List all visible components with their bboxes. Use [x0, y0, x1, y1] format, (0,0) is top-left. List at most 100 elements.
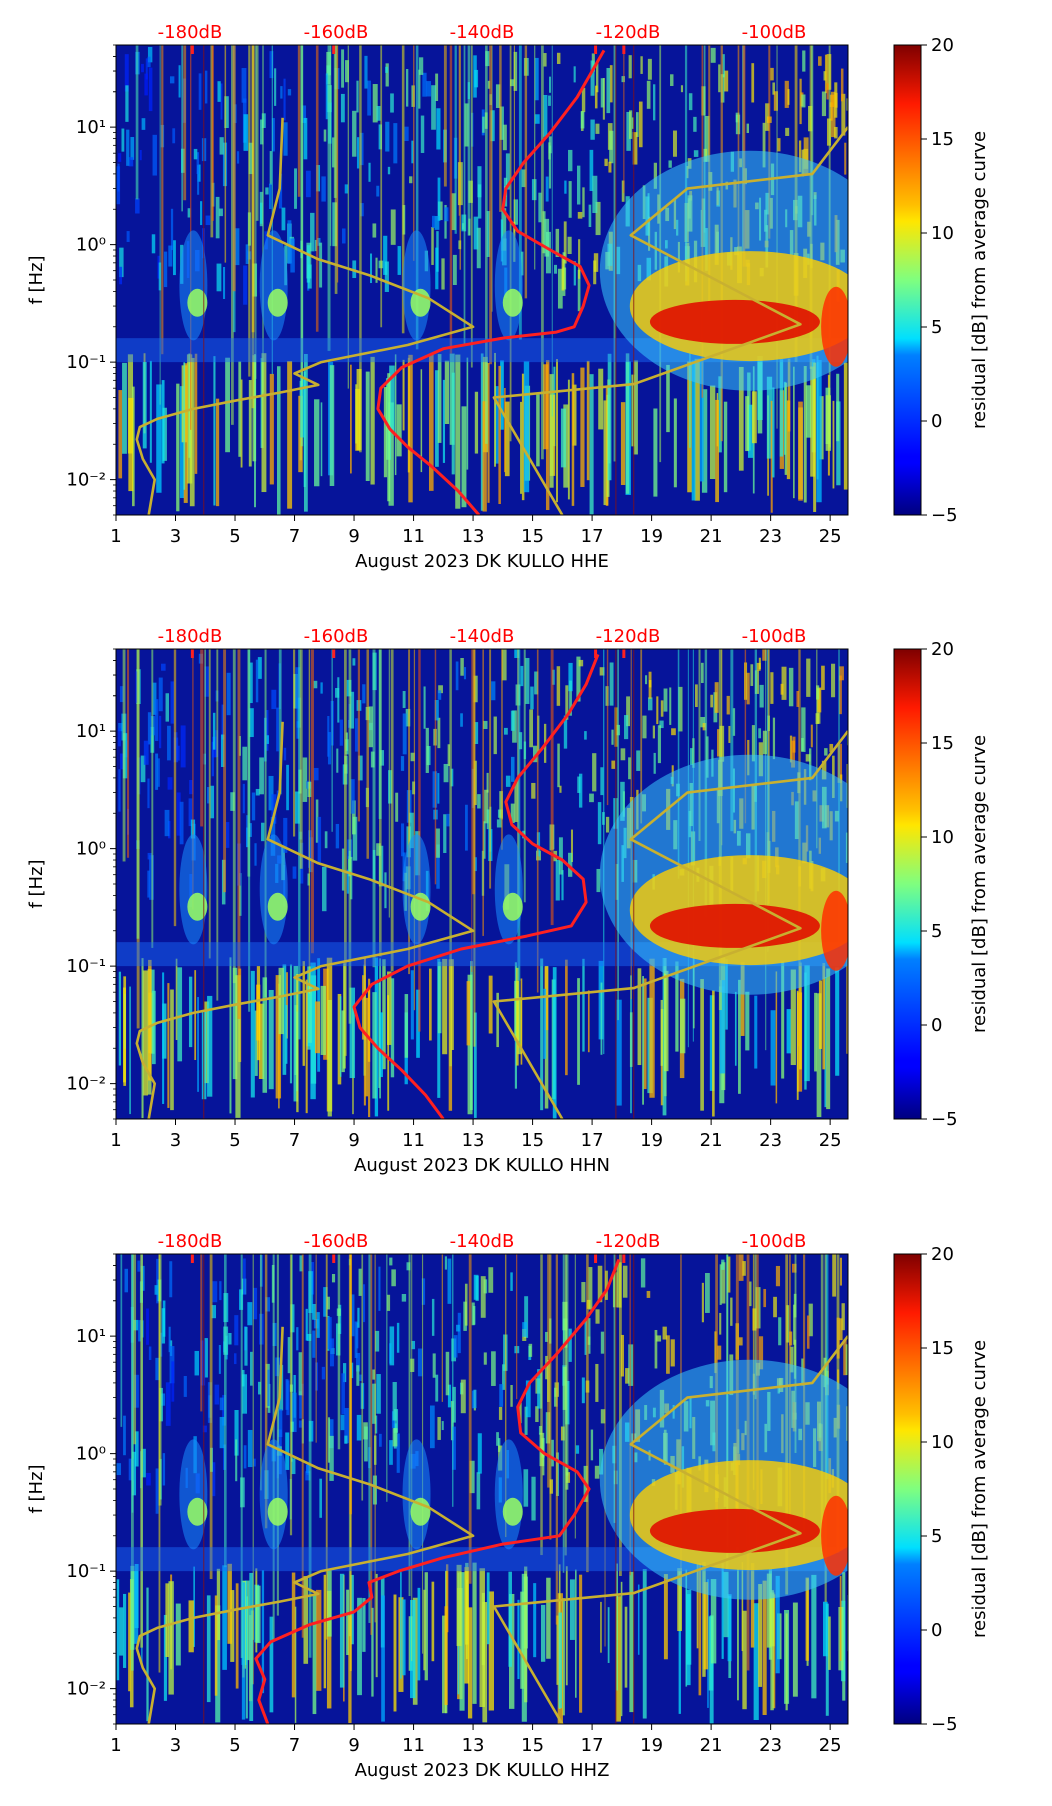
- noise-speck: [405, 69, 409, 107]
- spectrogram-image: [116, 649, 848, 1119]
- low-frequency-streak: [615, 1596, 621, 1722]
- low-frequency-streak: [520, 978, 523, 1065]
- low-frequency-streak: [394, 354, 397, 476]
- noise-speck: [770, 67, 774, 81]
- noise-speck: [244, 1326, 248, 1366]
- low-frequency-streak: [442, 958, 448, 1055]
- noise-speck: [581, 1282, 586, 1303]
- noise-speck: [663, 688, 668, 712]
- low-frequency-streak: [423, 1589, 426, 1671]
- low-frequency-streak: [571, 373, 575, 506]
- noise-speck: [498, 1406, 503, 1420]
- noise-speck: [296, 721, 300, 739]
- low-frequency-streak: [404, 994, 409, 1058]
- reference-model-curve: [135, 1326, 475, 1724]
- noise-speck: [495, 84, 501, 108]
- x-tick-label: 17: [581, 1735, 604, 1756]
- noise-speck: [306, 245, 310, 283]
- colorbar-tick-label: −5: [931, 1109, 958, 1130]
- low-frequency-streak: [303, 353, 308, 512]
- noise-speck: [542, 1452, 545, 1476]
- low-frequency-streak: [649, 958, 655, 1098]
- noise-speck: [124, 1268, 129, 1293]
- x-tick-label: 21: [700, 1735, 723, 1756]
- noise-speck: [772, 82, 775, 95]
- vertical-transient: [470, 45, 473, 368]
- event-plume: [259, 230, 288, 341]
- low-frequency-streak: [786, 400, 791, 480]
- noise-speck: [762, 730, 768, 755]
- vertical-transient: [333, 45, 337, 198]
- noise-speck: [801, 707, 806, 752]
- noise-speck: [431, 85, 436, 130]
- noise-speck: [510, 756, 515, 782]
- noise-speck: [501, 649, 507, 681]
- low-frequency-streak: [393, 1594, 397, 1712]
- low-frequency-streak: [616, 1563, 618, 1691]
- noise-speck: [514, 649, 520, 659]
- colorbar-tick-label: 20: [931, 35, 954, 56]
- noise-speck: [141, 118, 146, 130]
- noise-speck: [165, 1382, 171, 1426]
- noise-speck: [345, 60, 349, 83]
- noise-speck: [329, 1338, 334, 1367]
- noise-speck: [545, 1355, 548, 1380]
- low-frequency-streak: [175, 958, 178, 1041]
- low-frequency-streak: [738, 979, 741, 1094]
- noise-speck: [266, 735, 269, 744]
- noise-speck: [168, 245, 173, 267]
- low-frequency-streak: [456, 1564, 462, 1647]
- noise-speck: [509, 79, 515, 87]
- noise-speck: [609, 130, 614, 164]
- x-tick-label: 25: [819, 1130, 842, 1151]
- colorbar-tick-label: 20: [931, 639, 954, 660]
- noise-speck: [647, 697, 653, 711]
- noise-speck: [749, 1281, 752, 1307]
- noise-speck: [437, 717, 441, 749]
- noise-speck: [283, 78, 286, 121]
- vertical-transient: [315, 1254, 317, 1443]
- noise-speck: [390, 93, 394, 113]
- vertical-transient: [262, 45, 264, 393]
- noise-speck: [477, 184, 482, 219]
- vertical-transient: [310, 649, 314, 954]
- low-frequency-streak: [467, 1607, 473, 1719]
- noise-speck: [378, 124, 382, 150]
- noise-speck: [843, 1339, 847, 1376]
- vertical-transient: [232, 45, 236, 292]
- noise-speck: [447, 1384, 452, 1408]
- colorbar-tick-label: 10: [931, 1432, 954, 1453]
- noise-speck: [668, 160, 672, 168]
- noise-speck: [147, 56, 151, 68]
- vertical-transient: [523, 649, 526, 903]
- noise-speck: [396, 1322, 400, 1353]
- x-tick-label: 5: [229, 526, 240, 547]
- noise-speck: [762, 122, 766, 168]
- noise-speck: [555, 228, 560, 258]
- low-frequency-streak: [836, 401, 841, 486]
- low-frequency-streak: [630, 975, 632, 1114]
- low-frequency-streak: [327, 1568, 332, 1637]
- noise-speck: [378, 1266, 381, 1311]
- noise-speck: [589, 149, 594, 192]
- noise-speck: [235, 1439, 238, 1482]
- vertical-transient: [357, 649, 361, 822]
- colorbar-tick-label: 15: [931, 129, 954, 150]
- x-tick-label: 5: [229, 1130, 240, 1151]
- noise-speck: [483, 821, 486, 859]
- vertical-transient: [348, 649, 352, 1024]
- noise-speck: [189, 779, 193, 795]
- noise-speck: [152, 682, 157, 715]
- noise-speck: [388, 770, 393, 804]
- noise-speck: [358, 1268, 362, 1296]
- noise-speck: [224, 96, 229, 129]
- vertical-transient: [698, 649, 701, 841]
- low-frequency-streak: [176, 383, 180, 512]
- low-frequency-streak: [250, 970, 255, 1098]
- low-frequency-streak: [543, 364, 549, 450]
- noise-speck: [600, 1331, 605, 1354]
- noise-speck: [259, 757, 264, 795]
- event-plume: [402, 230, 431, 341]
- noise-speck: [496, 1432, 499, 1446]
